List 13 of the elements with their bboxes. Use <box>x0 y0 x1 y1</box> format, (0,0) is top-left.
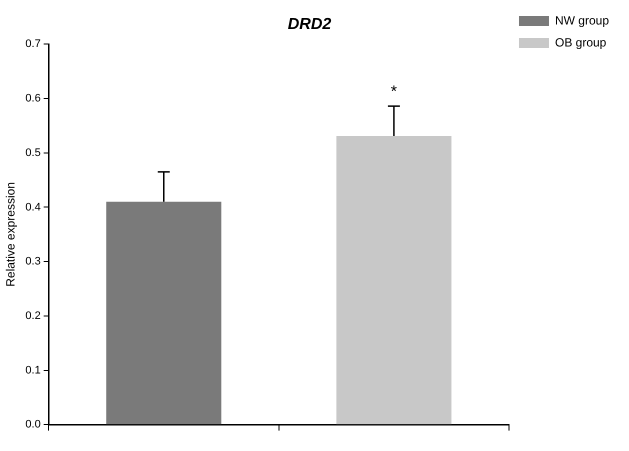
legend-label: OB group <box>554 35 607 50</box>
y-tick-label: 0.3 <box>25 256 41 268</box>
annotation: * <box>390 84 398 101</box>
y-tick-label: 0.7 <box>25 38 41 50</box>
y-axis-title: Relative expression <box>4 182 18 287</box>
y-tick-label: 0.5 <box>25 146 41 159</box>
y-tick-label: 0.4 <box>25 201 41 214</box>
legend-label: NW group <box>554 13 610 28</box>
y-tick-label: 0.6 <box>25 92 41 105</box>
chart-title: DRD2 <box>288 16 332 34</box>
y-tick-label: 0.2 <box>25 310 41 322</box>
y-tick-label: 0.1 <box>25 364 41 376</box>
y-tick-label: 0.0 <box>25 418 41 431</box>
